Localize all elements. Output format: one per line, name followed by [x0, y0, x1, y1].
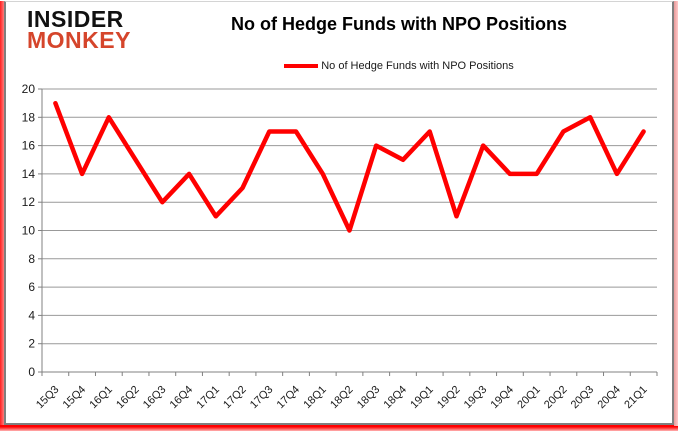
chart-title: No of Hedge Funds with NPO Positions [231, 14, 567, 34]
frame-edge-left [0, 1, 4, 426]
y-axis-label: 10 [22, 224, 36, 238]
x-axis-label: 19Q2 [435, 384, 463, 412]
series-line [53, 100, 646, 233]
y-axis-label: 16 [22, 139, 36, 153]
y-axis-label: 18 [22, 110, 36, 124]
chart-legend: No of Hedge Funds with NPO Positions [160, 55, 638, 73]
x-axis-label: 17Q3 [248, 384, 276, 412]
y-axis-label: 4 [28, 308, 35, 322]
x-axis-label: 15Q4 [61, 384, 89, 412]
x-axis-label: 18Q4 [382, 384, 410, 412]
insider-monkey-logo: INSIDER MONKEY [27, 6, 131, 54]
y-axis-label: 0 [28, 365, 35, 379]
x-axis-label: 16Q2 [114, 384, 142, 412]
x-axis-label: 20Q4 [595, 384, 623, 412]
x-axis-label: 18Q2 [328, 384, 356, 412]
x-axis-label: 19Q3 [462, 384, 490, 412]
x-axis-label: 18Q3 [355, 384, 383, 412]
frame-edge-bottom [0, 425, 678, 431]
x-axis-label: 15Q3 [34, 384, 62, 412]
y-axis-label: 6 [28, 280, 35, 294]
x-axis-label: 19Q1 [408, 384, 436, 412]
x-axis-label: 18Q1 [301, 384, 329, 412]
x-axis-label: 17Q4 [275, 384, 303, 412]
y-axis-label: 14 [22, 167, 36, 181]
legend-label: No of Hedge Funds with NPO Positions [321, 60, 514, 72]
x-axis-label: 16Q3 [141, 384, 169, 412]
x-axis-label: 21Q1 [622, 384, 650, 412]
logo-monkey-text: MONKEY [27, 27, 131, 54]
y-axis-label: 2 [28, 337, 35, 351]
frame-edge-right [674, 1, 678, 426]
x-axis-label: 20Q1 [515, 384, 543, 412]
y-axis-label: 8 [28, 252, 35, 266]
x-axis-label: 17Q1 [194, 384, 222, 412]
y-axis-label: 20 [22, 82, 36, 96]
x-axis-label: 17Q2 [221, 384, 249, 412]
x-axis-label: 16Q4 [168, 384, 196, 412]
x-axis-label: 20Q2 [542, 384, 570, 412]
legend-line-marker-icon [284, 64, 319, 68]
x-axis-label: 19Q4 [489, 384, 517, 412]
logo-insider-text: INSIDER [27, 6, 124, 32]
y-axis-label: 12 [22, 195, 36, 209]
x-axis-label: 20Q3 [569, 384, 597, 412]
x-axis-label: 16Q1 [87, 384, 115, 412]
